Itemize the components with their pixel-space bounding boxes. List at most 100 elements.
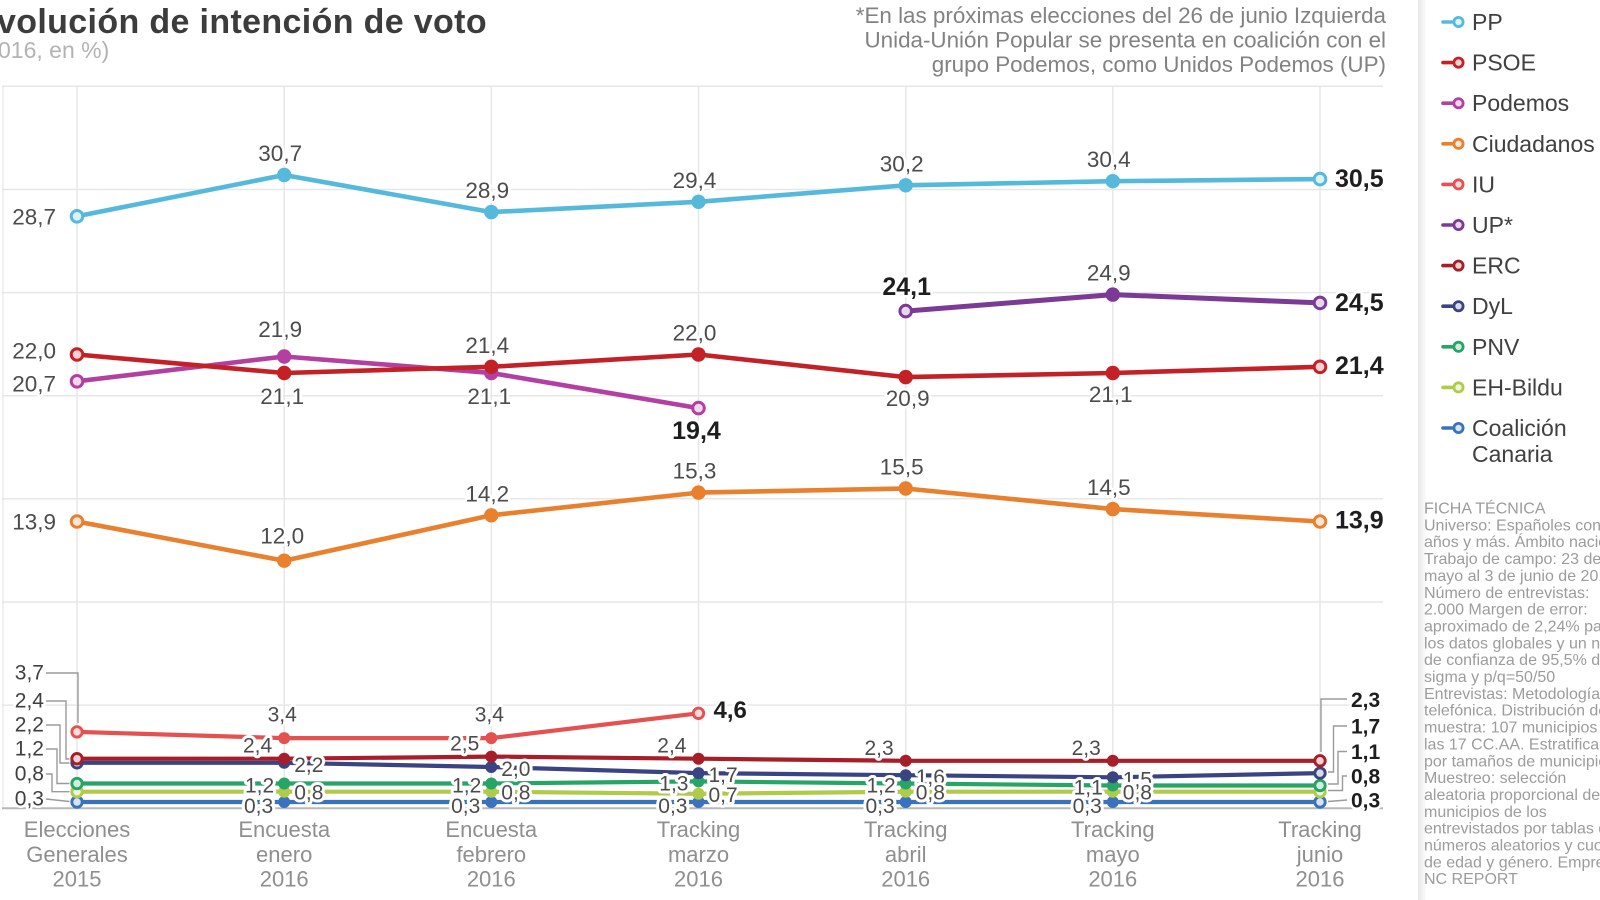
svg-text:números aleatorios y cuotas: números aleatorios y cuotas — [1424, 838, 1600, 855]
svg-text:15,5: 15,5 — [880, 455, 924, 480]
svg-text:1,3: 1,3 — [659, 772, 688, 795]
svg-text:28,7: 28,7 — [12, 204, 56, 229]
svg-text:0,3: 0,3 — [865, 795, 894, 818]
svg-text:15,3: 15,3 — [673, 459, 717, 484]
svg-text:3,4: 3,4 — [475, 704, 505, 727]
svg-text:2,4: 2,4 — [15, 690, 45, 713]
svg-text:Número de entrevistas:: Número de entrevistas: — [1424, 585, 1589, 602]
svg-text:junio: junio — [1296, 842, 1343, 867]
svg-text:0,7: 0,7 — [709, 784, 738, 807]
svg-text:1,7: 1,7 — [709, 764, 738, 787]
svg-text:0,3: 0,3 — [658, 795, 687, 818]
svg-text:DyL: DyL — [1472, 293, 1513, 319]
svg-text:Tracking: Tracking — [1071, 817, 1155, 842]
svg-text:1,7: 1,7 — [1351, 716, 1380, 739]
svg-text:*En las próximas elecciones de: *En las próximas elecciones del 26 de ju… — [856, 3, 1387, 28]
svg-text:0,3: 0,3 — [244, 795, 273, 818]
svg-text:2,3: 2,3 — [1072, 737, 1101, 760]
svg-text:abril: abril — [885, 842, 927, 867]
svg-text:Canaria: Canaria — [1472, 441, 1553, 467]
svg-text:PP: PP — [1472, 9, 1503, 35]
svg-text:NC REPORT: NC REPORT — [1424, 871, 1518, 888]
svg-text:Generales: Generales — [26, 842, 128, 867]
svg-text:1,6: 1,6 — [916, 766, 945, 789]
svg-text:016, en %): 016, en %) — [0, 37, 109, 63]
svg-text:21,1: 21,1 — [1089, 382, 1133, 407]
svg-text:Tracking: Tracking — [864, 817, 948, 842]
svg-text:Trabajo de campo: 23 de: Trabajo de campo: 23 de — [1424, 551, 1600, 568]
svg-text:0,8: 0,8 — [1123, 782, 1152, 805]
svg-text:Coalición: Coalición — [1472, 415, 1567, 441]
svg-text:0,3: 0,3 — [1073, 795, 1102, 818]
svg-text:Podemos: Podemos — [1472, 90, 1569, 116]
svg-text:Muestreo: selección: Muestreo: selección — [1424, 770, 1566, 787]
svg-text:telefónica. Distribución de: telefónica. Distribución de — [1424, 703, 1600, 720]
svg-text:0,8: 0,8 — [916, 782, 945, 805]
svg-text:de edad y género. Empresa: de edad y género. Empresa — [1424, 854, 1600, 871]
svg-text:0,8: 0,8 — [1351, 766, 1381, 789]
svg-text:PSOE: PSOE — [1472, 50, 1536, 76]
svg-text:muestra: 107 municipios de: muestra: 107 municipios de — [1424, 720, 1600, 737]
svg-text:21,4: 21,4 — [465, 333, 509, 358]
svg-text:aproximado de 2,24% para: aproximado de 2,24% para — [1424, 618, 1600, 635]
svg-text:28,9: 28,9 — [465, 178, 509, 203]
svg-text:las 17 CC.AA. Estratificación: las 17 CC.AA. Estratificación — [1424, 736, 1600, 753]
svg-text:30,2: 30,2 — [880, 151, 924, 176]
svg-text:30,7: 30,7 — [258, 141, 302, 166]
svg-text:2,3: 2,3 — [864, 737, 893, 760]
svg-text:ERC: ERC — [1472, 253, 1521, 279]
svg-text:14,2: 14,2 — [465, 481, 509, 506]
svg-text:21,4: 21,4 — [1335, 352, 1384, 380]
svg-text:de confianza de 95,5% dos: de confianza de 95,5% dos — [1424, 652, 1600, 669]
svg-text:1,2: 1,2 — [452, 775, 481, 798]
svg-text:0,8: 0,8 — [501, 782, 530, 805]
svg-text:22,0: 22,0 — [12, 339, 56, 364]
svg-text:2,4: 2,4 — [243, 735, 273, 758]
svg-text:FICHA TÉCNICA: FICHA TÉCNICA — [1424, 499, 1546, 518]
svg-text:2.000 Margen de error:: 2.000 Margen de error: — [1424, 602, 1588, 619]
svg-text:1,2: 1,2 — [866, 775, 895, 798]
svg-text:3,4: 3,4 — [268, 704, 298, 727]
svg-text:1,2: 1,2 — [245, 775, 274, 798]
svg-text:por tamaños de municipios: por tamaños de municipios — [1424, 753, 1600, 770]
svg-text:Universo: Españoles con 18: Universo: Españoles con 18 — [1424, 517, 1600, 534]
svg-text:24,1: 24,1 — [882, 273, 931, 301]
svg-text:2,0: 2,0 — [501, 758, 530, 781]
svg-text:1,2: 1,2 — [15, 738, 44, 761]
svg-text:entrevistados por tablas de: entrevistados por tablas de — [1424, 821, 1600, 838]
svg-text:Unida-Unión Popular se present: Unida-Unión Popular se presenta en coali… — [864, 28, 1386, 53]
svg-text:19,4: 19,4 — [672, 417, 721, 445]
svg-text:Encuesta: Encuesta — [238, 817, 330, 842]
svg-text:volución de intención de voto: volución de intención de voto — [0, 3, 487, 41]
svg-text:febrero: febrero — [456, 842, 526, 867]
svg-text:Tracking: Tracking — [1278, 817, 1362, 842]
svg-text:2,2: 2,2 — [294, 754, 323, 777]
svg-text:IU: IU — [1472, 171, 1495, 197]
svg-text:municipios de los: municipios de los — [1424, 804, 1547, 821]
svg-text:0,3: 0,3 — [451, 795, 480, 818]
svg-text:22,0: 22,0 — [673, 321, 717, 346]
svg-text:aleatoria proporcional de: aleatoria proporcional de — [1424, 787, 1600, 804]
svg-text:enero: enero — [256, 842, 312, 867]
svg-text:EH-Bildu: EH-Bildu — [1472, 374, 1563, 400]
svg-text:Tracking: Tracking — [657, 817, 741, 842]
svg-text:2,4: 2,4 — [657, 735, 687, 758]
svg-text:30,4: 30,4 — [1087, 147, 1131, 172]
svg-text:Encuesta: Encuesta — [445, 817, 537, 842]
svg-text:21,1: 21,1 — [467, 384, 511, 409]
svg-text:4,6: 4,6 — [714, 697, 747, 724]
svg-text:21,1: 21,1 — [260, 384, 304, 409]
svg-text:13,9: 13,9 — [1335, 507, 1384, 535]
svg-text:1,1: 1,1 — [1351, 741, 1381, 764]
svg-text:marzo: marzo — [668, 842, 729, 867]
svg-text:Entrevistas: Metodología: Entrevistas: Metodología — [1424, 686, 1600, 703]
svg-text:2016: 2016 — [674, 867, 723, 892]
svg-text:2016: 2016 — [260, 867, 309, 892]
svg-text:2,2: 2,2 — [15, 714, 44, 737]
svg-text:2,5: 2,5 — [450, 733, 479, 756]
svg-text:12,0: 12,0 — [260, 524, 304, 549]
svg-text:PNV: PNV — [1472, 334, 1520, 360]
svg-text:2015: 2015 — [53, 867, 102, 892]
svg-text:Ciudadanos: Ciudadanos — [1472, 131, 1595, 157]
svg-text:0,3: 0,3 — [15, 788, 44, 811]
